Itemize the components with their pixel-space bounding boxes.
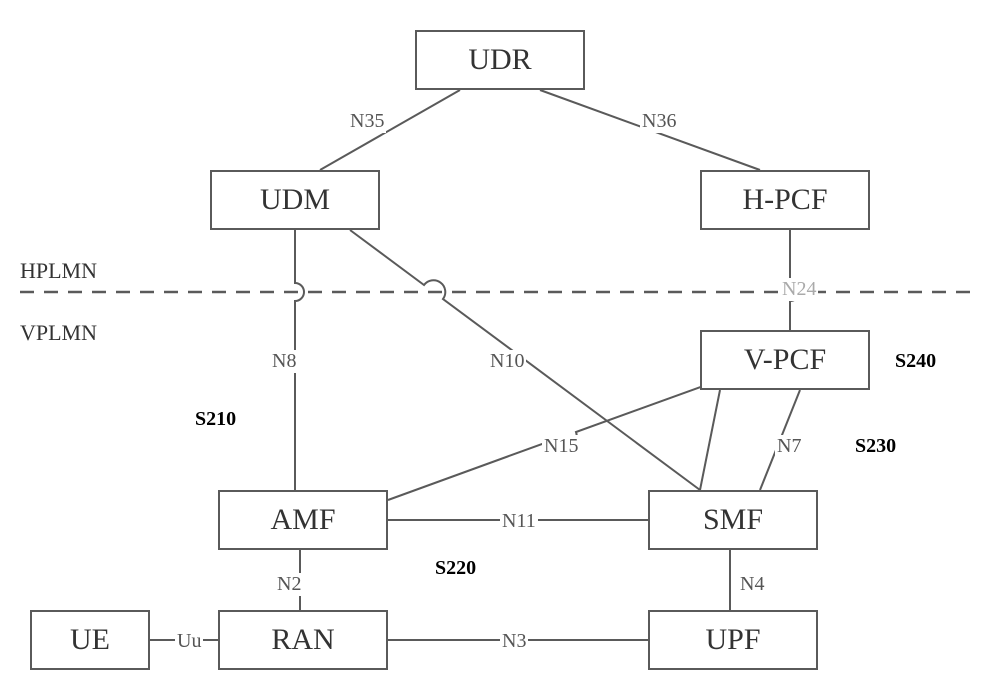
node-label: UPF — [705, 623, 760, 657]
edge-label-n8: N8 — [270, 350, 298, 373]
node-upf: UPF — [648, 610, 818, 670]
step-label-s210: S210 — [195, 408, 236, 431]
node-label: SMF — [703, 503, 763, 537]
node-label: UDM — [260, 183, 330, 217]
edge-label-uu: Uu — [175, 630, 203, 653]
edge-label-n35: N35 — [348, 110, 386, 133]
edge-label-n24: N24 — [780, 278, 818, 301]
node-label: AMF — [270, 503, 335, 537]
node-label: V-PCF — [744, 343, 826, 377]
node-label: UDR — [468, 43, 531, 77]
edge-n35 — [320, 90, 460, 170]
node-label: RAN — [271, 623, 334, 657]
edge-label-n2: N2 — [275, 573, 303, 596]
node-label: H-PCF — [742, 183, 827, 217]
node-amf: AMF — [218, 490, 388, 550]
step-label-s220: S220 — [435, 557, 476, 580]
region-label-vplmn: VPLMN — [20, 320, 97, 346]
edge-label-n15: N15 — [542, 435, 580, 458]
node-ue: UE — [30, 610, 150, 670]
edge-label-n4: N4 — [738, 573, 766, 596]
edge-vpcf-smf-left — [700, 390, 720, 490]
step-label-s230: S230 — [855, 435, 896, 458]
edge-label-n10: N10 — [488, 350, 526, 373]
node-udr: UDR — [415, 30, 585, 90]
edge-label-n3: N3 — [500, 630, 528, 653]
edge-label-n36: N36 — [640, 110, 678, 133]
region-label-hplmn: HPLMN — [20, 258, 97, 284]
node-vpcf: V-PCF — [700, 330, 870, 390]
node-hpcf: H-PCF — [700, 170, 870, 230]
step-label-s240: S240 — [895, 350, 936, 373]
edge-label-n11: N11 — [500, 510, 538, 533]
node-udm: UDM — [210, 170, 380, 230]
node-smf: SMF — [648, 490, 818, 550]
edge-label-n7: N7 — [775, 435, 803, 458]
node-label: UE — [70, 623, 110, 657]
node-ran: RAN — [218, 610, 388, 670]
diagram-canvas: UDR UDM H-PCF V-PCF AMF SMF RAN UPF UE H… — [0, 0, 1000, 692]
